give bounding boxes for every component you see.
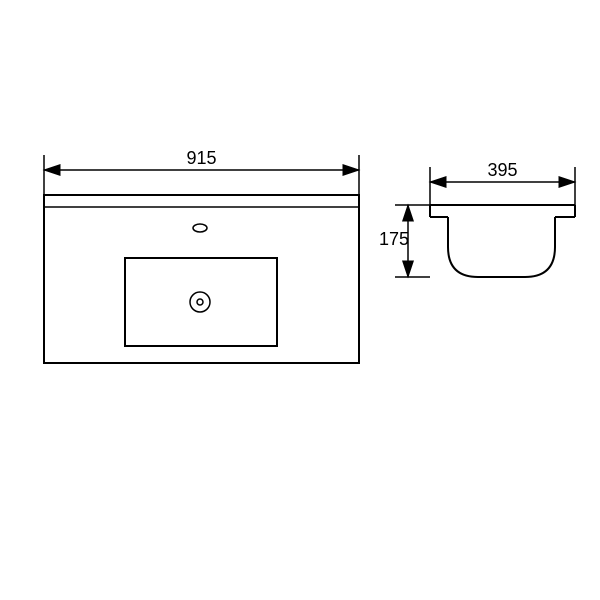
dim-label-width-top: 915 (186, 148, 216, 168)
dim-label-height-side: 175 (379, 229, 409, 249)
dim-label-width-side: 395 (487, 160, 517, 180)
top-view-outline (44, 195, 359, 363)
drain-outer-icon (190, 292, 210, 312)
faucet-hole-icon (193, 224, 207, 232)
side-basin-profile (448, 217, 555, 277)
top-view-basin (125, 258, 277, 346)
technical-drawing: 915 395 175 (0, 0, 600, 600)
drain-inner-icon (197, 299, 203, 305)
